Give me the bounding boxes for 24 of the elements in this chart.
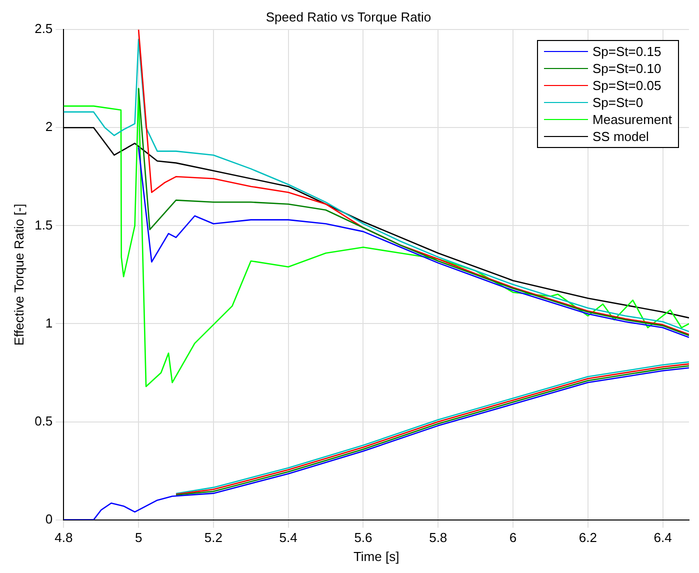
y-axis-title: Effective Torque Ratio [-] bbox=[11, 204, 26, 346]
legend-label: Sp=St=0.05 bbox=[592, 76, 662, 94]
y-tick-label: 1 bbox=[45, 315, 53, 330]
legend-label: Sp=St=0.15 bbox=[592, 42, 662, 60]
x-tick-label: 5.6 bbox=[354, 530, 372, 546]
x-tick-label: 6.2 bbox=[578, 530, 597, 546]
x-tick-label: 5.8 bbox=[429, 530, 448, 546]
y-tick-label: 2 bbox=[45, 119, 53, 134]
x-tick-label: 5.2 bbox=[204, 530, 222, 546]
y-tick-label: 0 bbox=[45, 511, 53, 526]
chart-title: Speed Ratio vs Torque Ratio bbox=[266, 9, 432, 24]
legend-label: Measurement bbox=[592, 110, 672, 128]
x-tick-label: 6 bbox=[509, 530, 517, 546]
x-tick-label: 6.4 bbox=[654, 530, 672, 546]
legend-label: Sp=St=0 bbox=[592, 94, 644, 111]
x-axis-title: Time [s] bbox=[353, 548, 400, 564]
y-tick-label: 2.5 bbox=[34, 21, 53, 36]
x-tick-label: 5.4 bbox=[279, 530, 298, 546]
legend-label: Sp=St=0.10 bbox=[592, 60, 662, 77]
x-tick-label: 5 bbox=[134, 530, 142, 546]
legend-label: SS model bbox=[592, 128, 649, 145]
y-tick-label: 0.5 bbox=[34, 413, 53, 428]
y-tick-label: 1.5 bbox=[34, 217, 53, 232]
x-tick-label: 4.8 bbox=[54, 530, 73, 546]
